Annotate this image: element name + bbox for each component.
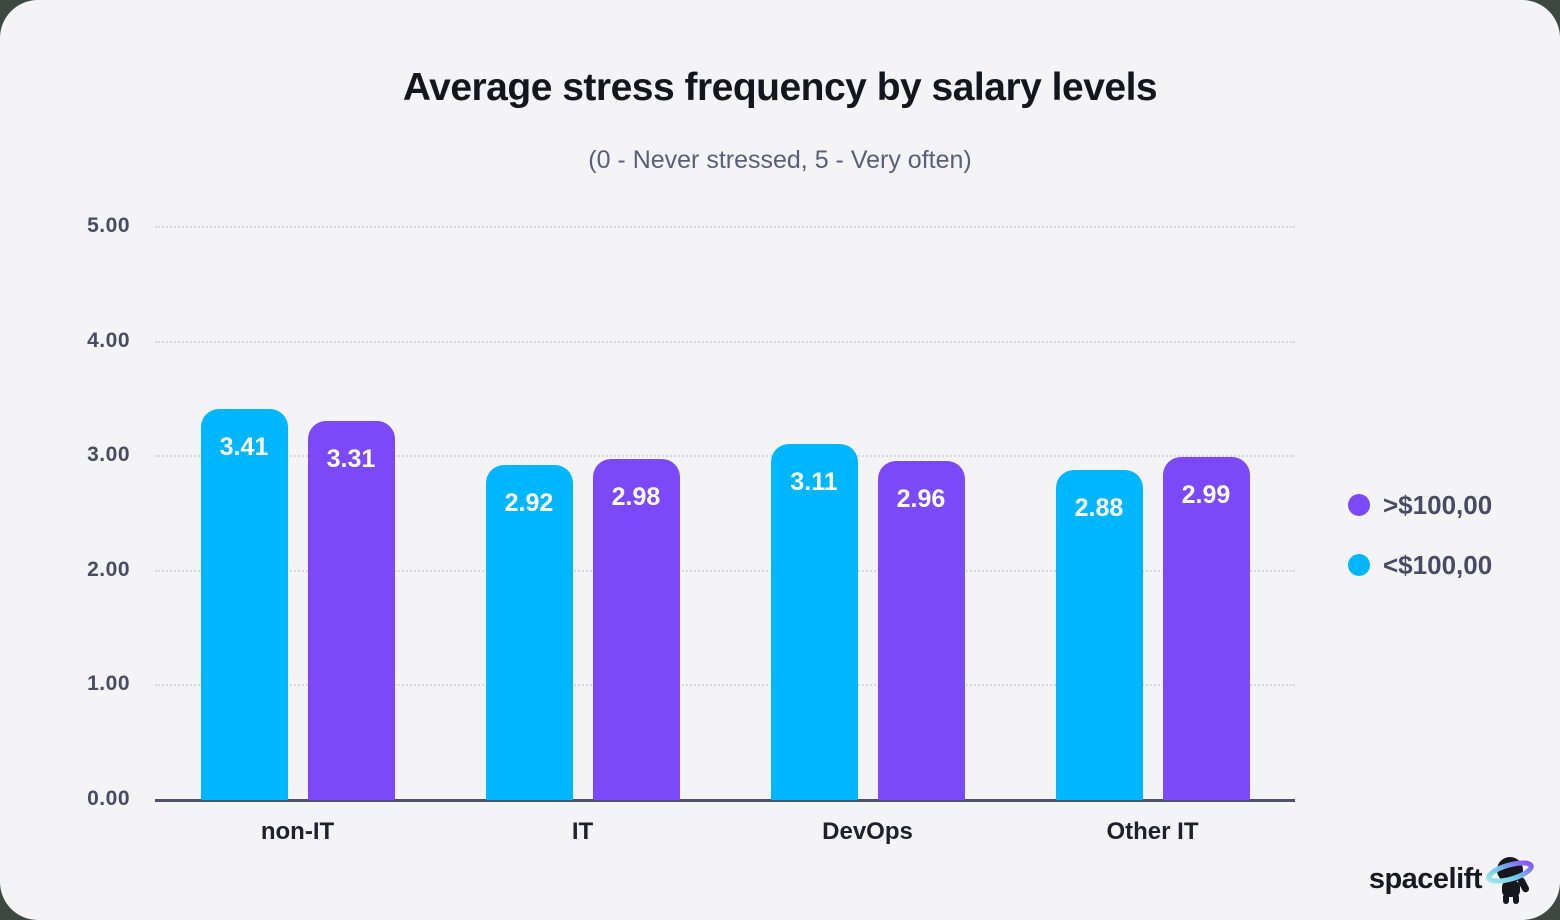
bar-below-100k: 3.11 [770, 443, 858, 800]
bar-value-label: 2.92 [504, 489, 554, 518]
bar-value-label: 3.11 [790, 467, 838, 496]
y-tick-label: 3.00 [87, 443, 130, 467]
bar-above-100k: 2.98 [592, 458, 680, 800]
bar-value-label: 3.41 [219, 433, 269, 462]
bar-value-label: 3.31 [326, 444, 376, 473]
chart-title: Average stress frequency by salary level… [402, 66, 1158, 109]
spacelift-mascot-icon [1486, 857, 1534, 904]
y-tick-label: 2.00 [87, 557, 130, 581]
x-axis-line [155, 799, 1295, 802]
bar-value-label: 2.88 [1074, 493, 1124, 522]
legend-dot-above-100k-icon [1348, 494, 1370, 516]
bar-below-100k: 2.88 [1055, 469, 1143, 800]
x-axis-label: IT [571, 818, 594, 845]
gridline [155, 569, 1295, 572]
bar-value-label: 2.99 [1181, 481, 1231, 510]
y-tick-label: 4.00 [87, 328, 130, 352]
y-tick-label: 0.00 [87, 787, 130, 810]
y-tick-label: 5.00 [87, 214, 130, 237]
x-axis-label: non-IT [260, 818, 335, 845]
legend-label-above-100k: >$100,00 [1383, 489, 1493, 520]
brand-name: spacelift [1368, 862, 1483, 895]
gridline [155, 455, 1295, 458]
bar-above-100k: 2.99 [1162, 457, 1250, 800]
brand-logo: spacelift [1369, 854, 1542, 910]
legend-item-below-100k: <$100,00 [1348, 547, 1492, 583]
plot-area: 3.41 3.31 2.92 2.98 3.11 2.96 2.88 2.99 [155, 226, 1295, 802]
chart-subtitle: (0 - Never stressed, 5 - Very often) [588, 146, 972, 174]
y-axis-labels: 0.00 1.00 2.00 3.00 4.00 5.00 [0, 214, 138, 810]
legend-label-below-100k: <$100,00 [1383, 549, 1493, 580]
gridline [155, 226, 1295, 228]
x-axis-labels: non-IT IT DevOps Other IT [155, 818, 1295, 852]
bar-value-label: 2.96 [896, 484, 946, 513]
bar-below-100k: 3.41 [200, 409, 288, 800]
bar-below-100k: 2.92 [485, 465, 573, 800]
legend-item-above-100k: >$100,00 [1348, 487, 1492, 523]
bar-above-100k: 2.96 [877, 460, 965, 800]
bar-value-label: 2.98 [611, 482, 661, 511]
bar-above-100k: 3.31 [307, 420, 395, 800]
y-tick-label: 1.00 [87, 672, 130, 696]
legend-dot-below-100k-icon [1348, 554, 1370, 576]
legend: >$100,00 <$100,00 [1348, 487, 1492, 607]
x-axis-label: DevOps [822, 818, 913, 845]
x-axis-label: Other IT [1106, 818, 1199, 845]
gridline [155, 684, 1295, 687]
gridline [155, 340, 1295, 343]
